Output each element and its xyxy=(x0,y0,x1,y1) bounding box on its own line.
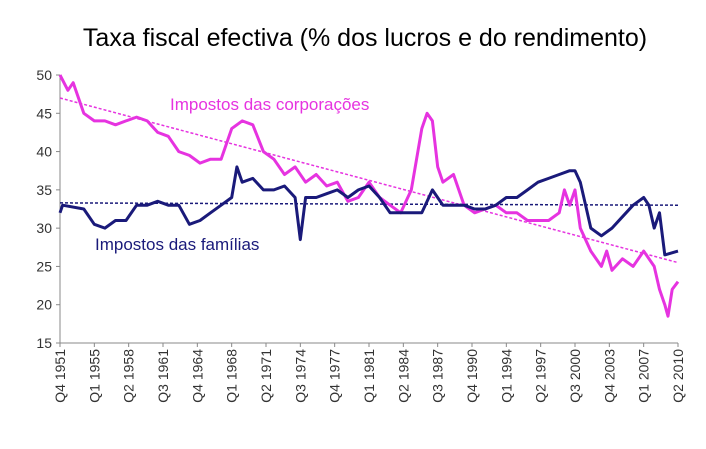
x-tick-label: Q1 1981 xyxy=(361,349,377,403)
series-label: Impostos das corporações xyxy=(170,95,369,114)
series-label: Impostos das famílias xyxy=(95,235,259,254)
x-tick-label: Q2 2010 xyxy=(670,349,686,403)
x-tick-label: Q3 1961 xyxy=(155,349,171,403)
x-tick-label: Q1 1994 xyxy=(498,349,514,403)
y-tick-label: 50 xyxy=(36,67,52,83)
series-line xyxy=(58,165,679,257)
series-line xyxy=(58,74,680,318)
x-tick-label: Q2 1971 xyxy=(258,349,274,403)
x-tick-label: Q4 1951 xyxy=(52,349,68,403)
x-tick-label: Q4 1964 xyxy=(189,349,205,403)
y-tick-label: 40 xyxy=(36,144,52,160)
x-tick-label: Q1 2007 xyxy=(636,349,652,403)
chart-title: Taxa fiscal efectiva (% dos lucros e do … xyxy=(83,24,647,52)
trend-line xyxy=(59,202,679,206)
x-tick-label: Q3 1987 xyxy=(430,349,446,403)
y-tick-label: 25 xyxy=(36,258,52,274)
x-tick-label: Q2 1958 xyxy=(121,349,137,403)
trend-line xyxy=(59,97,679,264)
x-tick-label: Q4 1977 xyxy=(327,349,343,403)
x-tick-label: Q3 1974 xyxy=(292,349,308,403)
y-tick-label: 30 xyxy=(36,220,52,236)
y-tick-label: 45 xyxy=(36,105,52,121)
x-tick-label: Q3 2000 xyxy=(567,349,583,403)
x-tick-label: Q4 2003 xyxy=(601,349,617,403)
y-tick-label: 15 xyxy=(36,335,52,351)
x-tick-label: Q1 1955 xyxy=(86,349,102,403)
x-tick-label: Q4 1990 xyxy=(464,349,480,403)
x-tick-label: Q2 1997 xyxy=(533,349,549,403)
y-tick-label: 20 xyxy=(36,297,52,313)
x-tick-label: Q1 1968 xyxy=(224,349,240,403)
y-tick-label: 35 xyxy=(36,182,52,198)
x-tick-label: Q2 1984 xyxy=(395,349,411,403)
